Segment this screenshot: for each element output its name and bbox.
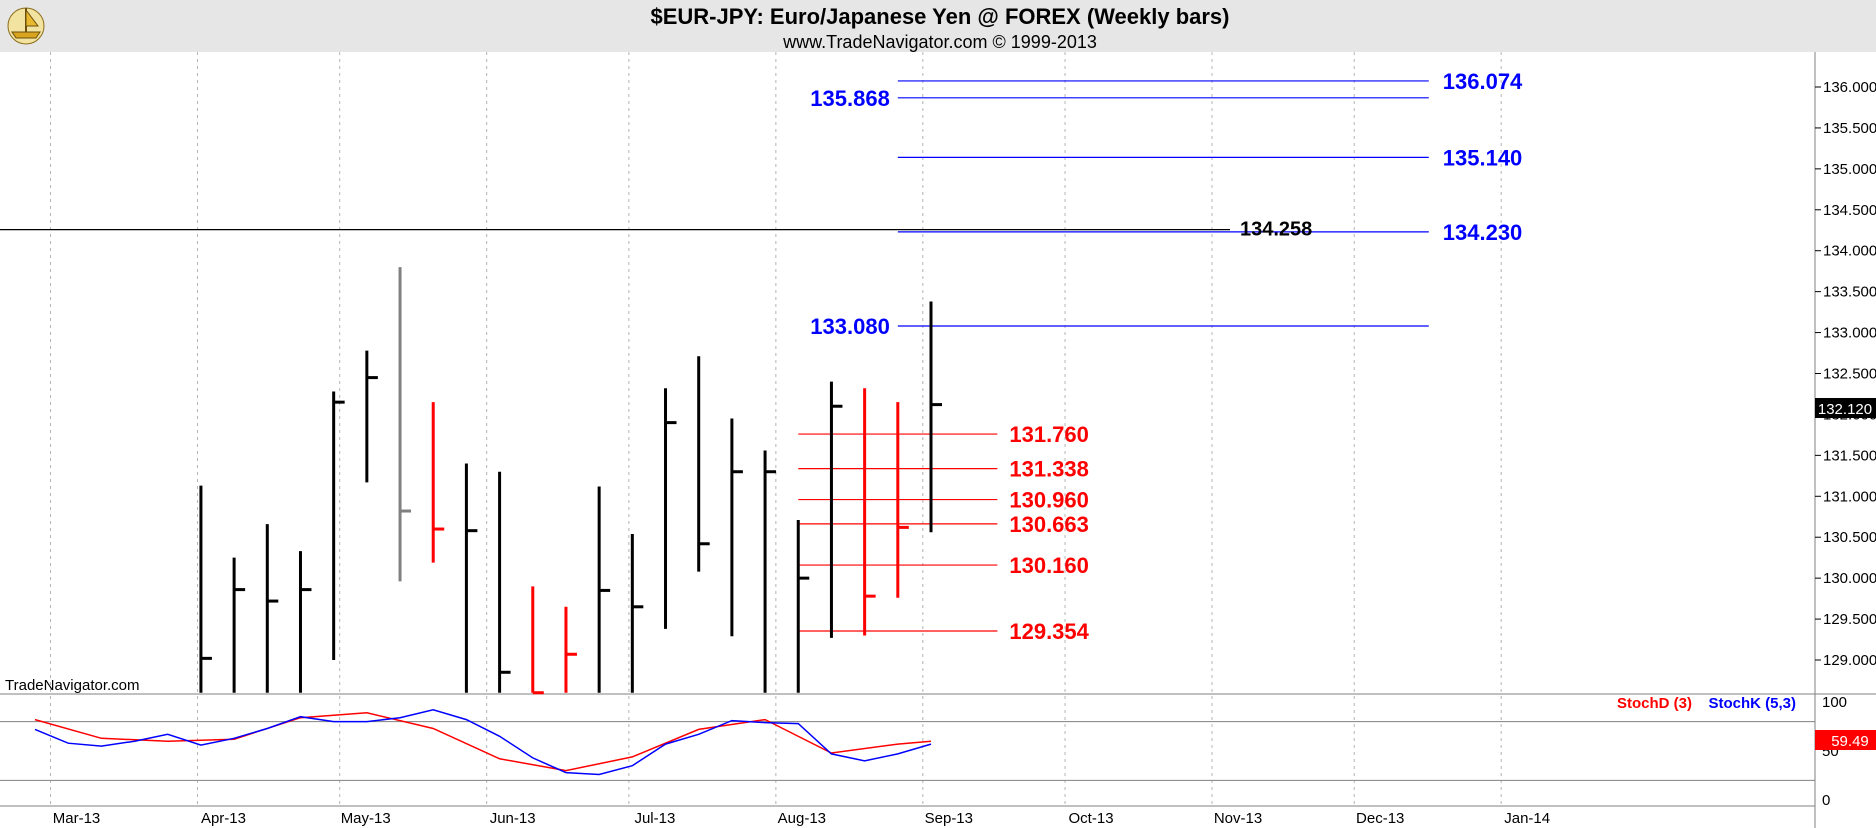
level-label: 135.140 <box>1443 145 1523 170</box>
level-label: 131.338 <box>1009 457 1089 482</box>
x-tick-label: Dec-13 <box>1356 810 1404 827</box>
level-label: 134.230 <box>1443 220 1523 245</box>
y-tick-label: 133.000 <box>1823 325 1876 342</box>
level-label: 130.160 <box>1009 553 1089 578</box>
y-tick-label: 130.500 <box>1823 529 1876 546</box>
chart-title: $EUR-JPY: Euro/Japanese Yen @ FOREX (Wee… <box>651 4 1230 29</box>
last-price-box <box>1815 398 1876 418</box>
last-price-label: 132.120 <box>1818 401 1872 418</box>
x-tick-label: Aug-13 <box>778 810 826 827</box>
stochk-legend: StochK (5,3) <box>1708 695 1796 712</box>
y-tick-label: 132.500 <box>1823 366 1876 383</box>
y-tick-label: 135.500 <box>1823 120 1876 137</box>
stoch-tick-label: 100 <box>1822 694 1847 711</box>
level-label: 130.960 <box>1009 488 1089 513</box>
trade-navigator-logo-icon <box>7 7 45 45</box>
y-tick-label: 131.000 <box>1823 488 1876 505</box>
y-tick-label: 136.000 <box>1823 79 1876 96</box>
level-label: 136.074 <box>1443 69 1523 94</box>
y-tick-label: 129.000 <box>1823 652 1876 669</box>
ohlc-bars <box>199 267 942 695</box>
level-label: 131.760 <box>1009 422 1089 447</box>
date-axis: Mar-13 Apr-13 May-13 Jun-13 Jul-13 Aug-13 Sep-… <box>53 810 1550 827</box>
x-tick-label: Oct-13 <box>1069 810 1114 827</box>
level-label: 129.354 <box>1009 619 1089 644</box>
price-axis: 129.000 129.500 130.000 130.500 131.000 131.5… <box>1815 79 1876 669</box>
stochastic-panel <box>0 709 1815 781</box>
x-tick-label: Nov-13 <box>1214 810 1262 827</box>
level-label: 130.663 <box>1009 512 1089 537</box>
level-label: 135.868 <box>810 86 890 111</box>
header-bar <box>0 0 1876 52</box>
y-tick-label: 131.500 <box>1823 447 1876 464</box>
x-tick-label: Jan-14 <box>1504 810 1550 827</box>
chart-subtitle: www.TradeNavigator.com © 1999-2013 <box>782 32 1097 52</box>
x-tick-label: Mar-13 <box>53 810 101 827</box>
x-tick-label: Sep-13 <box>925 810 973 827</box>
y-tick-label: 134.500 <box>1823 202 1876 219</box>
x-tick-label: Jul-13 <box>634 810 675 827</box>
level-label: 134.258 <box>1240 219 1312 241</box>
x-tick-label: Jun-13 <box>490 810 536 827</box>
y-tick-label: 130.000 <box>1823 570 1876 587</box>
level-label: 133.080 <box>810 314 890 339</box>
stochd-legend: StochD (3) <box>1617 695 1692 712</box>
y-tick-label: 129.500 <box>1823 611 1876 628</box>
stoch-tick-label: 0 <box>1822 792 1830 809</box>
watermark: TradeNavigator.com <box>5 677 140 694</box>
last-stoch-label: 59.49 <box>1831 733 1869 750</box>
y-tick-label: 133.500 <box>1823 284 1876 301</box>
last-stoch-box <box>1815 730 1876 750</box>
stochd-line <box>34 712 932 772</box>
stochk-line <box>34 709 932 776</box>
y-tick-label: 135.000 <box>1823 161 1876 178</box>
x-tick-label: Apr-13 <box>201 810 246 827</box>
x-tick-label: May-13 <box>341 810 391 827</box>
y-tick-label: 134.000 <box>1823 243 1876 260</box>
